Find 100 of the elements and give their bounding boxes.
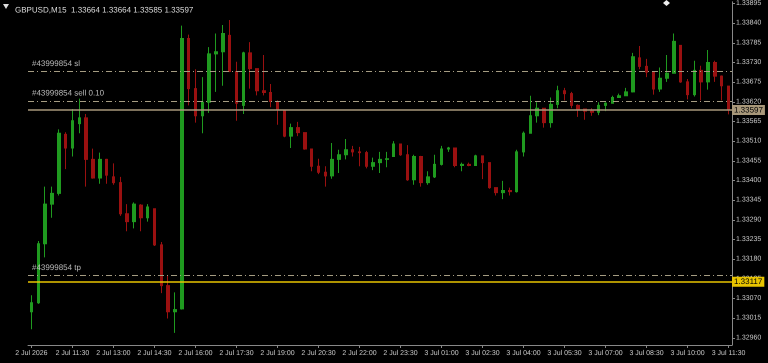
candlestick: [453, 147, 457, 168]
candlestick: [658, 67, 662, 92]
candlestick: [474, 154, 477, 166]
candlestick: [693, 60, 696, 97]
candlestick: [91, 148, 95, 180]
candlestick: [447, 146, 450, 152]
candlestick: [344, 138, 348, 160]
candlestick: [248, 42, 252, 90]
candlestick: [160, 242, 163, 294]
candlestick: [337, 149, 341, 174]
candlestick: [392, 140, 395, 158]
candlestick: [84, 113, 88, 188]
candlestick: [242, 51, 245, 114]
candlestick: [43, 186, 47, 258]
candlestick: [508, 187, 512, 196]
candlestick: [665, 54, 669, 82]
candlestick: [64, 132, 67, 170]
candlestick: [494, 187, 498, 196]
candlestick: [283, 110, 286, 138]
candlestick: [166, 275, 170, 320]
candlestick: [132, 202, 136, 229]
candlestick: [351, 145, 354, 158]
candlestick: [631, 52, 635, 94]
candlestick: [406, 144, 409, 182]
candlestick: [488, 162, 491, 190]
candlestick: [125, 204, 129, 232]
candlestick: [440, 145, 443, 166]
candlestick: [515, 149, 518, 194]
candlestick: [207, 46, 211, 114]
candlestick: [727, 86, 730, 115]
candlestick: [365, 150, 368, 169]
candlestick: [119, 176, 122, 216]
candlestick: [214, 33, 218, 92]
candlestick: [180, 25, 184, 310]
ref-line-label: 1.33597: [734, 106, 764, 115]
candlestick: [611, 95, 614, 104]
candlestick: [699, 65, 703, 101]
candlestick: [50, 186, 54, 218]
candlestick: [679, 44, 682, 84]
candlestick: [324, 166, 327, 188]
candlestick: [624, 87, 628, 96]
candlestick: [460, 162, 464, 172]
candlestick: [262, 54, 266, 96]
candlestick: [672, 33, 676, 74]
candlestick: [576, 104, 580, 118]
candlestick: [426, 170, 430, 186]
candlestick: [720, 74, 723, 101]
candlestick: [385, 151, 389, 168]
candlestick: [289, 123, 293, 148]
candlestick: [563, 87, 566, 101]
candlestick: [645, 58, 648, 78]
candlestick: [529, 95, 532, 134]
candlestick: [187, 34, 190, 106]
candlestick: [713, 60, 717, 82]
candlestick: [173, 292, 177, 334]
candlestick: [276, 100, 279, 126]
candlestick: [652, 72, 655, 96]
candlestick: [303, 132, 307, 150]
text: GBPUSD,M15 1.33664 1.33664 1.33585 1.33597: [15, 6, 194, 14]
candlestick: [153, 208, 156, 246]
candlestick: [255, 68, 259, 96]
candlestick: [30, 294, 33, 330]
candlestick: [433, 154, 436, 179]
candlestick: [201, 76, 204, 134]
candlestick: [556, 85, 559, 109]
candlestick: [467, 162, 471, 167]
candlestick: [706, 49, 710, 90]
candlestick: [378, 151, 382, 174]
candlestick: [590, 108, 594, 116]
candlestick: [78, 98, 81, 134]
candlestick: [412, 154, 416, 186]
candlestick: [604, 102, 607, 112]
candlestick: [98, 152, 102, 184]
candlestick: [235, 61, 238, 122]
candlestick: [71, 108, 74, 158]
ref-line-label: #43999854 sell 0.10: [32, 88, 105, 98]
candlestick: [221, 24, 225, 86]
candlestick: [399, 144, 402, 156]
candlestick: [139, 204, 143, 232]
candlestick: [570, 91, 573, 109]
candlestick: [310, 148, 313, 172]
candlestick: [330, 142, 334, 180]
candlestick: [296, 121, 300, 137]
candlestick: [549, 97, 553, 128]
candlestick: [481, 155, 484, 180]
candlestick: [522, 131, 525, 158]
candlestick: [57, 128, 61, 196]
ref-line-label: #43999854 sl: [32, 58, 80, 68]
candlestick: [269, 83, 272, 108]
candlestick: [194, 68, 197, 124]
candlestick: [419, 155, 423, 188]
candlestick: [228, 19, 231, 73]
candlestick: [146, 204, 149, 222]
candlestick: [105, 158, 108, 184]
candlestick: [358, 146, 361, 167]
candlestick: [686, 78, 689, 100]
candlestick: [638, 46, 641, 70]
candlestick: [617, 93, 621, 98]
candlestick: [317, 158, 320, 175]
ref-line-label: 1.33117: [734, 277, 763, 286]
